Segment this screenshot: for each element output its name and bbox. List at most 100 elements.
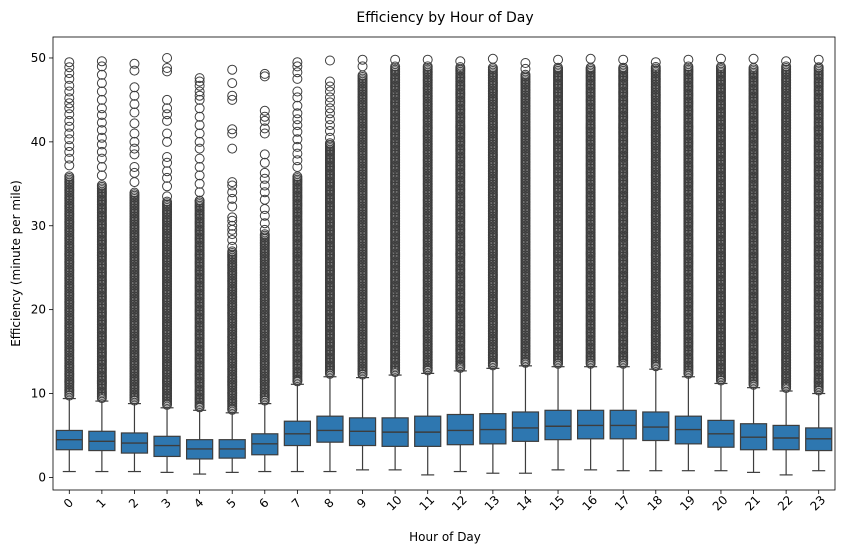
outlier-point (520, 63, 531, 74)
outliers-sparse (748, 53, 759, 64)
outlier-point (259, 111, 270, 122)
outlier-point (227, 193, 238, 204)
plot-frame (52, 36, 836, 491)
outlier-point (64, 128, 75, 139)
outlier-point (64, 62, 75, 73)
outlier-point (553, 54, 564, 65)
outlier-point (357, 54, 368, 65)
outlier-point (96, 170, 107, 181)
outliers-dense (390, 61, 401, 378)
outliers-sparse (781, 56, 792, 67)
box-hour-21 (739, 53, 768, 473)
outlier-point (227, 177, 238, 188)
outlier-point (129, 99, 140, 110)
outlier-point (129, 162, 140, 172)
outlier-point (618, 62, 629, 73)
outlier-point (781, 61, 792, 72)
x-tick-label: 9 (354, 496, 369, 511)
outlier-point (324, 97, 335, 108)
outlier-point (162, 66, 173, 77)
outlier-point (553, 62, 564, 73)
outlier-point (683, 54, 694, 65)
y-tick-label: 50 (31, 51, 46, 65)
box-hour-6 (251, 68, 279, 473)
outlier-point (64, 141, 75, 152)
box-hour-13 (479, 53, 507, 474)
outliers-sparse (96, 56, 107, 181)
outlier-point (64, 115, 75, 126)
box-hour-1 (88, 56, 116, 473)
iqr-box (642, 411, 670, 442)
outlier-point (455, 62, 466, 73)
x-tick-label: 10 (384, 493, 405, 514)
outlier-point (227, 201, 238, 212)
outlier-point (96, 180, 107, 191)
outlier-point (324, 103, 335, 114)
outlier-point (227, 128, 238, 139)
outlier-point (292, 100, 303, 111)
outlier-point (455, 56, 466, 67)
outlier-point (162, 172, 173, 183)
outlier-point (227, 187, 238, 198)
outlier-point (96, 146, 107, 157)
outlier-point (162, 181, 173, 192)
outlier-point (96, 69, 107, 80)
outliers-dense (618, 62, 629, 369)
outlier-point (129, 136, 140, 147)
outlier-point (194, 162, 205, 172)
outliers-sparse (585, 53, 596, 64)
outlier-point (96, 117, 107, 128)
outlier-point (259, 128, 270, 139)
outlier-point (520, 69, 531, 80)
outlier-point (324, 120, 335, 131)
box-hour-20 (707, 53, 735, 472)
x-tick-label: 22 (775, 493, 796, 514)
outlier-point (259, 105, 270, 116)
outlier-point (129, 128, 140, 139)
x-tick-label: 13 (482, 493, 503, 514)
x-tick-label: 3 (159, 496, 174, 511)
outliers-dense (487, 62, 498, 371)
outlier-point (162, 103, 173, 114)
outlier-point (64, 98, 75, 109)
x-tick-label: 19 (677, 493, 698, 514)
outlier-point (64, 153, 75, 164)
outlier-point (292, 67, 303, 78)
outlier-point (324, 86, 335, 97)
outliers-sparse (455, 56, 466, 67)
iqr-box (316, 415, 344, 443)
box-hour-8 (316, 55, 344, 473)
outlier-point (259, 71, 270, 82)
outlier-point (324, 108, 335, 119)
box-hour-19 (674, 54, 703, 472)
outlier-point (194, 178, 205, 189)
box-hour-18 (642, 57, 670, 472)
outlier-point (129, 107, 140, 118)
outlier-point (64, 146, 75, 157)
outlier-point (129, 187, 140, 198)
outlier-point (194, 103, 205, 114)
outlier-point (64, 68, 75, 79)
outliers-dense (129, 187, 140, 406)
outlier-point (227, 212, 238, 223)
outlier-point (324, 76, 335, 87)
plot-area (55, 53, 833, 476)
outlier-point (227, 229, 238, 240)
x-tick-label: 1 (93, 496, 108, 511)
box-hour-10 (381, 54, 409, 471)
outlier-point (259, 123, 270, 134)
outlier-point (292, 155, 303, 166)
box-hour-14 (511, 58, 540, 474)
outlier-point (64, 109, 75, 120)
outliers-dense (64, 171, 75, 401)
outlier-point (194, 86, 205, 97)
outlier-point (96, 86, 107, 97)
outliers-sparse (520, 58, 531, 74)
outlier-point (64, 80, 75, 91)
x-tick-label: 6 (256, 496, 271, 511)
outliers-dense (813, 62, 824, 396)
outlier-point (292, 92, 303, 103)
outliers-sparse (715, 53, 726, 64)
outlier-point (129, 167, 140, 178)
